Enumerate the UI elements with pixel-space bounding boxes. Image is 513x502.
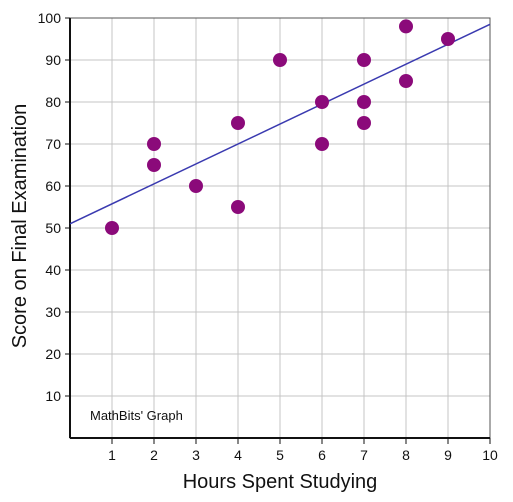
y-tick-label: 10 [45,388,61,404]
x-tick-label: 1 [108,447,116,463]
x-tick-label: 3 [192,447,200,463]
trendline-group [69,23,491,225]
data-points [105,19,455,235]
y-tick-label: 30 [45,304,61,320]
x-tick-label: 2 [150,447,158,463]
y-tick-label: 60 [45,178,61,194]
x-tick-label: 6 [318,447,326,463]
x-axis-ticks: 1 2 3 4 5 6 7 8 9 10 [108,438,498,463]
data-point [147,158,161,172]
data-point [399,74,413,88]
y-axis-ticks: 10 20 30 40 50 60 70 80 90 100 [38,10,70,404]
y-tick-label: 70 [45,136,61,152]
x-tick-label: 10 [482,447,498,463]
x-tick-label: 4 [234,447,242,463]
x-tick-label: 9 [444,447,452,463]
data-point [357,95,371,109]
y-tick-label: 90 [45,52,61,68]
x-tick-label: 8 [402,447,410,463]
x-axis-label: Hours Spent Studying [183,471,378,493]
gridlines [70,17,491,438]
data-point [273,53,287,67]
data-point [315,95,329,109]
y-tick-label: 100 [38,10,62,26]
y-axis-label: Score on Final Examination [9,104,31,349]
data-point [231,200,245,214]
trendline [69,23,491,225]
data-point [189,179,203,193]
y-tick-label: 50 [45,220,61,236]
data-point [105,221,119,235]
data-point [441,32,455,46]
data-point [315,137,329,151]
data-point [357,116,371,130]
data-point [399,19,413,34]
data-point [147,137,161,151]
y-tick-label: 20 [45,346,61,362]
annotation-label: MathBits' Graph [90,408,183,423]
y-tick-label: 40 [45,262,61,278]
x-tick-label: 7 [360,447,368,463]
x-tick-label: 5 [276,447,284,463]
data-point [357,53,371,67]
data-point [231,116,245,130]
y-tick-label: 80 [45,94,61,110]
